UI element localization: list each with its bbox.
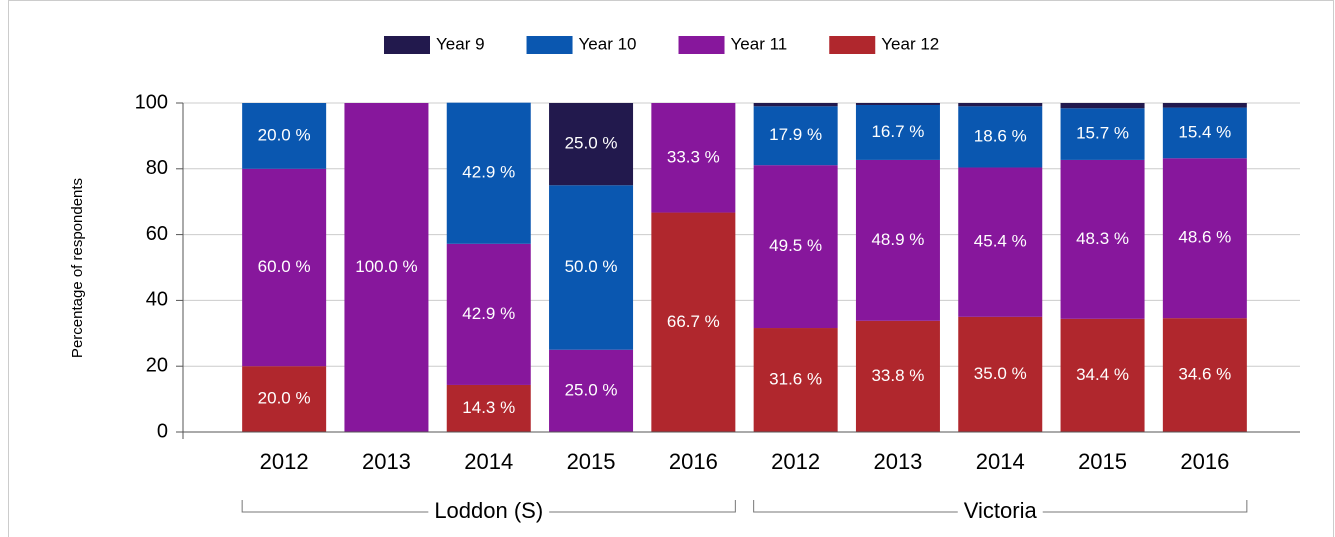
y-tick-label: 100: [135, 91, 168, 113]
x-tick-label: 2016: [1180, 449, 1229, 474]
value-label: 34.6 %: [1178, 365, 1231, 384]
y-axis-label: Percentage of respondents: [69, 178, 86, 358]
value-label: 33.8 %: [871, 366, 924, 385]
legend-label: Year 9: [436, 34, 485, 53]
group-label: Victoria: [964, 498, 1038, 523]
bar-segment: [446, 384, 531, 432]
value-label: 45.4 %: [974, 232, 1027, 251]
value-label: 48.3 %: [1076, 229, 1129, 248]
legend-label: Year 10: [579, 34, 637, 53]
x-tick-label: 2014: [976, 449, 1025, 474]
value-label: 35.0 %: [974, 364, 1027, 383]
bar-segment: [344, 103, 429, 432]
value-label: 15.7 %: [1076, 124, 1129, 143]
value-label: 20.0 %: [258, 389, 311, 408]
x-tick-label: 2015: [1078, 449, 1127, 474]
frame: [8, 0, 1334, 537]
bar-segment: [958, 103, 1043, 107]
value-label: 16.7 %: [871, 122, 924, 141]
x-tick-label: 2012: [771, 449, 820, 474]
bar-segment: [855, 320, 940, 432]
bar-segment: [242, 168, 327, 367]
value-label: 49.5 %: [769, 236, 822, 255]
value-label: 18.6 %: [974, 126, 1027, 145]
legend-swatch: [526, 36, 573, 54]
bar-segment: [446, 243, 531, 385]
legend-swatch: [829, 36, 876, 54]
bar-segment: [1060, 103, 1145, 109]
bar-segment: [446, 102, 531, 244]
legend-swatch: [384, 36, 430, 54]
bar-segment: [651, 103, 736, 213]
value-label: 60.0 %: [258, 257, 311, 276]
bar-segment: [1060, 318, 1145, 432]
value-label: 42.9 %: [462, 304, 515, 323]
y-tick-label: 20: [146, 354, 168, 376]
bar-segment: [855, 104, 940, 160]
bar-segment: [753, 103, 838, 107]
value-label: 31.6 %: [769, 370, 822, 389]
group-label: Loddon (S): [434, 498, 543, 523]
x-tick-label: 2014: [464, 449, 513, 474]
value-label: 50.0 %: [565, 257, 618, 276]
x-tick-label: 2013: [362, 449, 411, 474]
value-label: 17.9 %: [769, 125, 822, 144]
bar-segment: [242, 366, 327, 432]
legend-swatch: [678, 36, 725, 54]
bar-segment: [1162, 107, 1247, 159]
value-label: 100.0 %: [355, 257, 417, 276]
x-tick-label: 2013: [873, 449, 922, 474]
x-tick-label: 2012: [260, 449, 309, 474]
bar-segment: [1162, 158, 1247, 319]
value-label: 66.7 %: [667, 312, 720, 331]
bar-segment: [1162, 103, 1247, 108]
bar-segment: [855, 159, 940, 321]
bar-segment: [958, 167, 1043, 317]
x-tick-label: 2015: [567, 449, 616, 474]
value-label: 15.4 %: [1178, 122, 1231, 141]
bar-segment: [549, 103, 634, 186]
value-label: 48.9 %: [871, 230, 924, 249]
bar-segment: [242, 103, 327, 169]
value-label: 34.4 %: [1076, 365, 1129, 384]
bar-segment: [1060, 159, 1145, 319]
group-bracket: [753, 500, 1248, 513]
value-label: 48.6 %: [1178, 228, 1231, 247]
legend-label: Year 11: [731, 34, 788, 53]
bar-segment: [855, 103, 940, 105]
value-label: 20.0 %: [258, 125, 311, 144]
bar-segment: [753, 328, 838, 432]
y-tick-label: 40: [146, 289, 168, 311]
bar-segment: [753, 106, 838, 166]
y-tick-label: 0: [157, 420, 168, 442]
bar-segment: [651, 212, 736, 432]
value-label: 42.9 %: [462, 163, 515, 182]
value-label: 14.3 %: [462, 398, 515, 417]
bar-segment: [1060, 108, 1145, 160]
value-label: 25.0 %: [565, 380, 618, 399]
legend-label: Year 12: [881, 34, 939, 53]
bar-segment: [549, 349, 634, 432]
value-label: 25.0 %: [565, 134, 618, 153]
bar-segment: [549, 185, 634, 350]
y-tick-label: 80: [146, 157, 168, 179]
bar-segment: [753, 165, 838, 329]
bar-segment: [958, 106, 1043, 168]
bar-segment: [958, 316, 1043, 432]
y-tick-label: 60: [146, 223, 168, 245]
value-label: 33.3 %: [667, 147, 720, 166]
group-bracket: [241, 500, 736, 513]
x-tick-label: 2016: [669, 449, 718, 474]
bar-segment: [1162, 318, 1247, 432]
